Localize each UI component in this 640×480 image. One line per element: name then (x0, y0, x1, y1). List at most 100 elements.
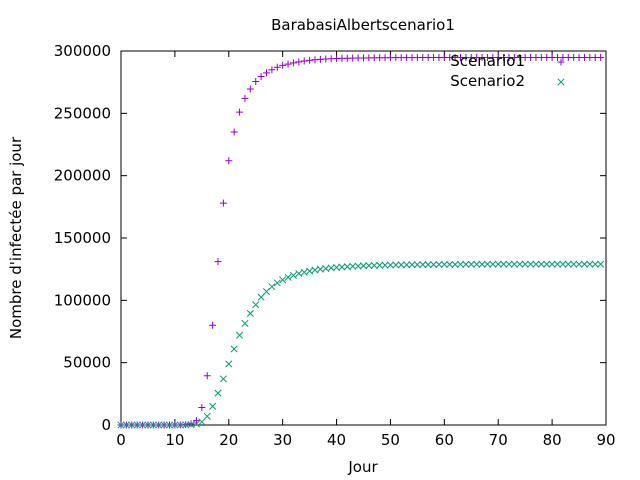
x-tick-label: 80 (543, 431, 562, 449)
data-point (564, 260, 572, 268)
data-point (209, 402, 217, 410)
data-point (295, 269, 303, 278)
series-scenario2 (117, 260, 605, 429)
data-point (489, 260, 497, 268)
data-point (456, 260, 465, 268)
data-point (478, 260, 486, 268)
legend-label-scenario2: Scenario2 (450, 72, 525, 90)
data-point (133, 421, 141, 429)
y-tick-label: 250000 (54, 104, 111, 122)
x-tick-label: 90 (596, 431, 615, 449)
plot-border (120, 50, 607, 426)
data-point (527, 260, 535, 268)
y-tick-label: 0 (101, 416, 111, 434)
data-point (257, 73, 265, 81)
data-point (203, 412, 211, 420)
data-point (559, 260, 567, 268)
data-point (483, 260, 491, 268)
data-point (289, 271, 297, 279)
data-point (473, 260, 481, 268)
data-point (139, 421, 147, 429)
data-point (279, 276, 287, 284)
data-point (160, 421, 168, 429)
data-point (575, 260, 583, 268)
data-point (209, 321, 217, 329)
data-point (122, 421, 130, 429)
data-point (586, 260, 594, 268)
data-point (252, 78, 260, 86)
data-point (117, 421, 125, 429)
data-point (591, 260, 599, 268)
data-point (386, 261, 394, 269)
data-point (435, 260, 443, 268)
data-point (543, 260, 551, 268)
data-point (214, 258, 222, 266)
data-point (365, 261, 373, 270)
legend: Scenario1 Scenario2 (450, 52, 565, 90)
chart-title: BarabasiAlbertscenario1 (271, 16, 455, 34)
data-point (165, 421, 174, 429)
data-point (597, 260, 605, 268)
series-layer (117, 53, 605, 429)
data-point (359, 262, 368, 270)
data-point (392, 261, 400, 269)
data-point (300, 268, 308, 276)
data-point (268, 66, 276, 74)
y-tick-label: 200000 (54, 167, 111, 185)
data-point (424, 261, 432, 269)
data-point (300, 57, 308, 65)
data-point (219, 199, 227, 207)
data-point (440, 260, 448, 268)
data-point (273, 279, 281, 287)
data-point (246, 309, 254, 317)
legend-marker-cross (557, 78, 565, 86)
data-point (289, 59, 297, 67)
data-point (246, 85, 254, 93)
data-point (397, 261, 405, 269)
x-tick-label: 40 (327, 431, 346, 449)
data-point (403, 261, 411, 269)
data-point (295, 58, 303, 66)
data-point (182, 421, 190, 429)
data-point (176, 421, 184, 429)
data-point (451, 260, 459, 268)
y-tick-label: 50000 (63, 354, 111, 372)
data-point (192, 420, 200, 428)
series-scenario1 (117, 53, 605, 429)
x-axis: 0 10 20 30 40 50 60 70 80 90 (116, 51, 616, 449)
data-point (155, 421, 163, 429)
data-point (408, 261, 416, 269)
data-point (219, 375, 227, 383)
data-point (230, 128, 238, 136)
data-point (580, 260, 588, 268)
data-point (225, 157, 233, 165)
data-point (376, 261, 384, 269)
data-point (537, 260, 545, 268)
data-point (241, 319, 249, 327)
data-point (252, 301, 260, 309)
data-point (171, 421, 179, 429)
data-point (521, 260, 529, 268)
legend-label-scenario1: Scenario1 (450, 52, 525, 70)
x-tick-label: 50 (381, 431, 400, 449)
data-point (467, 260, 475, 268)
data-point (306, 56, 314, 64)
data-point (500, 260, 508, 268)
x-axis-label: Jour (347, 458, 378, 476)
data-point (236, 108, 244, 116)
legend-marker-plus (557, 58, 565, 66)
data-point (273, 63, 281, 71)
data-point (257, 293, 265, 301)
data-point (214, 389, 222, 397)
data-point (284, 273, 292, 281)
data-point (343, 263, 351, 271)
data-point (516, 260, 524, 268)
data-point (128, 421, 136, 429)
data-point (462, 260, 470, 268)
data-point (338, 263, 346, 271)
data-point (354, 262, 362, 270)
plot-area (120, 50, 607, 426)
y-tick-label: 100000 (54, 291, 111, 309)
x-tick-label: 10 (165, 431, 184, 449)
